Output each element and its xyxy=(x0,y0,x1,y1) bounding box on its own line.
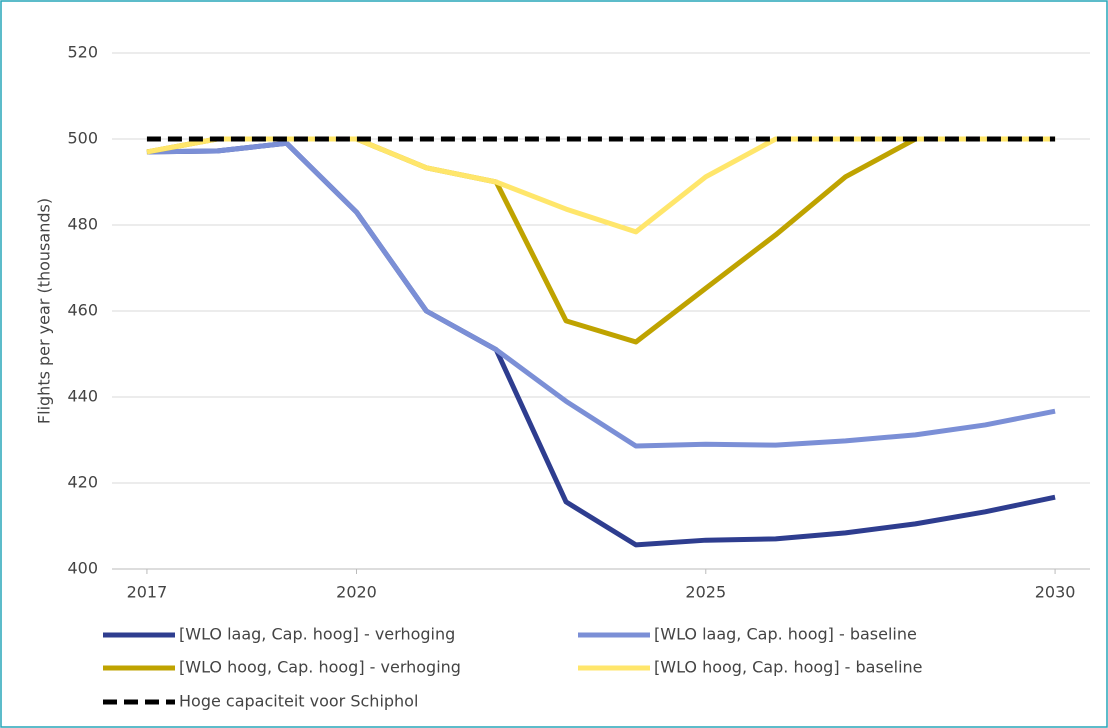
y-axis-label: Flights per year (thousands) xyxy=(35,198,54,424)
legend-label: [WLO hoog, Cap. hoog] - baseline xyxy=(654,658,923,677)
x-tick-label: 2025 xyxy=(685,583,726,602)
y-tick-label: 400 xyxy=(67,559,98,578)
x-tick-label: 2030 xyxy=(1035,583,1076,602)
series-line xyxy=(146,140,1056,449)
y-tick-label: 480 xyxy=(67,215,98,234)
legend-label: Hoge capaciteit voor Schiphol xyxy=(179,692,418,711)
legend-label: [WLO laag, Cap. hoog] - baseline xyxy=(654,625,917,644)
y-tick-label: 520 xyxy=(67,43,98,62)
y-tick-label: 420 xyxy=(67,473,98,492)
legend-label: [WLO laag, Cap. hoog] - verhoging xyxy=(179,625,455,644)
y-tick-label: 440 xyxy=(67,387,98,406)
y-tick-label: 500 xyxy=(67,129,98,148)
x-tick-label: 2020 xyxy=(336,583,377,602)
y-tick-label: 460 xyxy=(67,301,98,320)
x-tick-label: 2017 xyxy=(127,583,168,602)
legend-label: [WLO hoog, Cap. hoog] - verhoging xyxy=(179,658,461,677)
